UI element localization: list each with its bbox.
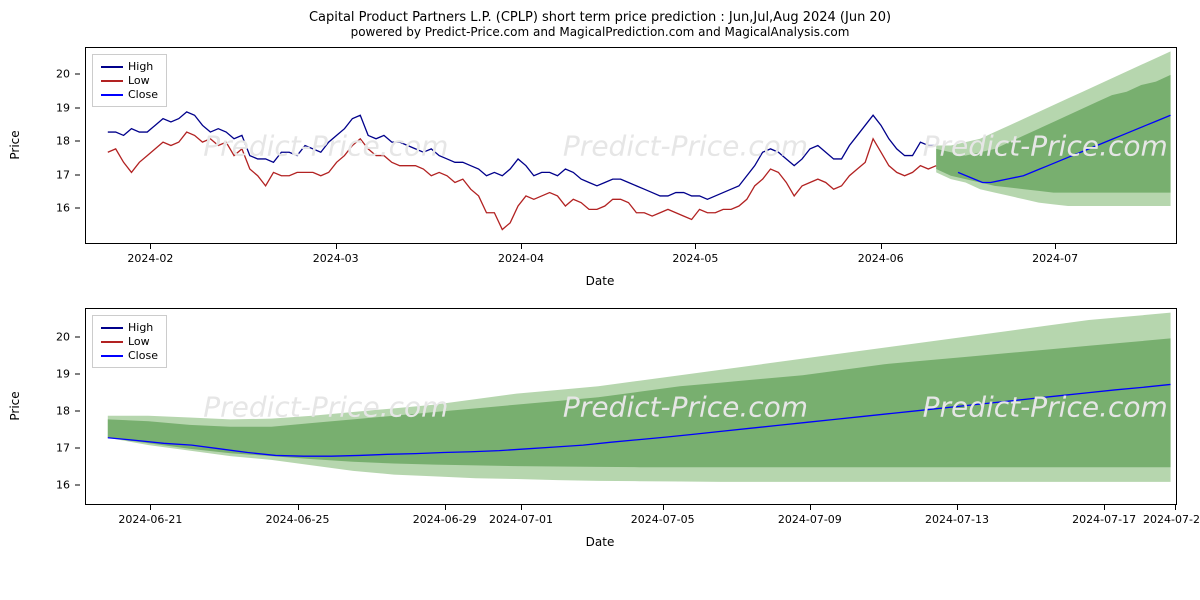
x-tick-mark xyxy=(1055,244,1056,249)
y-axis-top: Price 1617181920 xyxy=(25,47,80,242)
legend-item: Low xyxy=(101,335,158,348)
x-tick-label: 2024-07-21 xyxy=(1143,513,1200,526)
x-tick-mark xyxy=(663,505,664,510)
y-tick-mark xyxy=(75,107,80,108)
x-tick-label: 2024-07-09 xyxy=(778,513,842,526)
x-axis-label-top: Date xyxy=(25,274,1175,288)
y-tick-mark xyxy=(75,447,80,448)
y-tick-label: 17 xyxy=(56,441,70,454)
legend-swatch xyxy=(101,355,123,357)
page-title: Capital Product Partners L.P. (CPLP) sho… xyxy=(10,10,1190,25)
y-tick-label: 16 xyxy=(56,202,70,215)
y-tick-mark xyxy=(75,374,80,375)
legend-label: Close xyxy=(128,88,158,101)
y-tick-mark xyxy=(75,411,80,412)
x-tick-label: 2024-07-13 xyxy=(925,513,989,526)
x-tick-mark xyxy=(150,244,151,249)
legend-swatch xyxy=(101,80,123,82)
series-high xyxy=(108,112,936,199)
y-tick-mark xyxy=(75,208,80,209)
x-axis-bottom: 2024-06-21 2024-06-25 2024-06-29 2024-07-01… xyxy=(85,505,1175,535)
legend-item: High xyxy=(101,321,158,334)
legend-item: Low xyxy=(101,74,158,87)
prediction-band-inner xyxy=(936,75,1170,193)
x-tick-label: 2024-05 xyxy=(672,252,718,265)
legend-label: Low xyxy=(128,74,150,87)
x-tick-label: 2024-07-01 xyxy=(489,513,553,526)
y-axis-label-bottom: Price xyxy=(8,391,22,420)
x-axis-top: 2024-02 2024-03 2024-04 2024-05 2024-06 2024-… xyxy=(85,244,1175,274)
legend-label: Low xyxy=(128,335,150,348)
y-tick-mark xyxy=(75,141,80,142)
x-tick-label: 2024-06 xyxy=(858,252,904,265)
y-axis-bottom: Price 1617181920 xyxy=(25,308,80,503)
legend-label: High xyxy=(128,60,153,73)
y-tick-label: 20 xyxy=(56,331,70,344)
y-tick-mark xyxy=(75,73,80,74)
plot-area-bottom: HighLowClose Predict-Price.comPredict-Pr… xyxy=(85,308,1177,505)
x-tick-label: 2024-04 xyxy=(498,252,544,265)
legend-label: Close xyxy=(128,349,158,362)
x-tick-mark xyxy=(298,505,299,510)
legend-swatch xyxy=(101,341,123,343)
chart-svg-top xyxy=(86,48,1176,243)
y-tick-mark xyxy=(75,484,80,485)
x-tick-mark xyxy=(521,244,522,249)
legend-item: Close xyxy=(101,349,158,362)
legend-swatch xyxy=(101,94,123,96)
x-tick-mark xyxy=(445,505,446,510)
y-tick-label: 18 xyxy=(56,405,70,418)
page-subtitle: powered by Predict-Price.com and Magical… xyxy=(10,25,1190,39)
x-tick-mark xyxy=(1175,505,1176,510)
y-tick-label: 20 xyxy=(56,67,70,80)
x-tick-mark xyxy=(957,505,958,510)
x-axis-label-bottom: Date xyxy=(25,535,1175,549)
x-tick-mark xyxy=(810,505,811,510)
prediction-band-inner xyxy=(108,338,1171,467)
x-tick-label: 2024-07 xyxy=(1032,252,1078,265)
y-tick-mark xyxy=(75,337,80,338)
y-tick-label: 19 xyxy=(56,101,70,114)
x-tick-mark xyxy=(521,505,522,510)
y-tick-label: 18 xyxy=(56,135,70,148)
chart-bottom: Price 1617181920 HighLowClose Predict-Pr… xyxy=(25,308,1175,549)
x-tick-mark xyxy=(695,244,696,249)
x-tick-label: 2024-07-17 xyxy=(1072,513,1136,526)
chart-top: Price 1617181920 HighLowClose Predict-Pr… xyxy=(25,47,1175,288)
x-tick-mark xyxy=(150,505,151,510)
y-tick-mark xyxy=(75,174,80,175)
y-axis-label-top: Price xyxy=(8,130,22,159)
chart-svg-bottom xyxy=(86,309,1176,504)
legend-item: High xyxy=(101,60,158,73)
legend-top: HighLowClose xyxy=(92,54,167,107)
x-tick-mark xyxy=(336,244,337,249)
x-tick-label: 2024-06-21 xyxy=(118,513,182,526)
x-tick-label: 2024-06-25 xyxy=(266,513,330,526)
x-tick-label: 2024-02 xyxy=(127,252,173,265)
x-tick-label: 2024-06-29 xyxy=(413,513,477,526)
series-low xyxy=(108,132,936,230)
y-tick-label: 19 xyxy=(56,368,70,381)
x-tick-mark xyxy=(881,244,882,249)
x-tick-label: 2024-07-05 xyxy=(631,513,695,526)
legend-item: Close xyxy=(101,88,158,101)
plot-area-top: HighLowClose Predict-Price.comPredict-Pr… xyxy=(85,47,1177,244)
legend-swatch xyxy=(101,327,123,329)
legend-swatch xyxy=(101,66,123,68)
y-tick-label: 17 xyxy=(56,168,70,181)
x-tick-label: 2024-03 xyxy=(313,252,359,265)
legend-bottom: HighLowClose xyxy=(92,315,167,368)
x-tick-mark xyxy=(1104,505,1105,510)
y-tick-label: 16 xyxy=(56,478,70,491)
legend-label: High xyxy=(128,321,153,334)
